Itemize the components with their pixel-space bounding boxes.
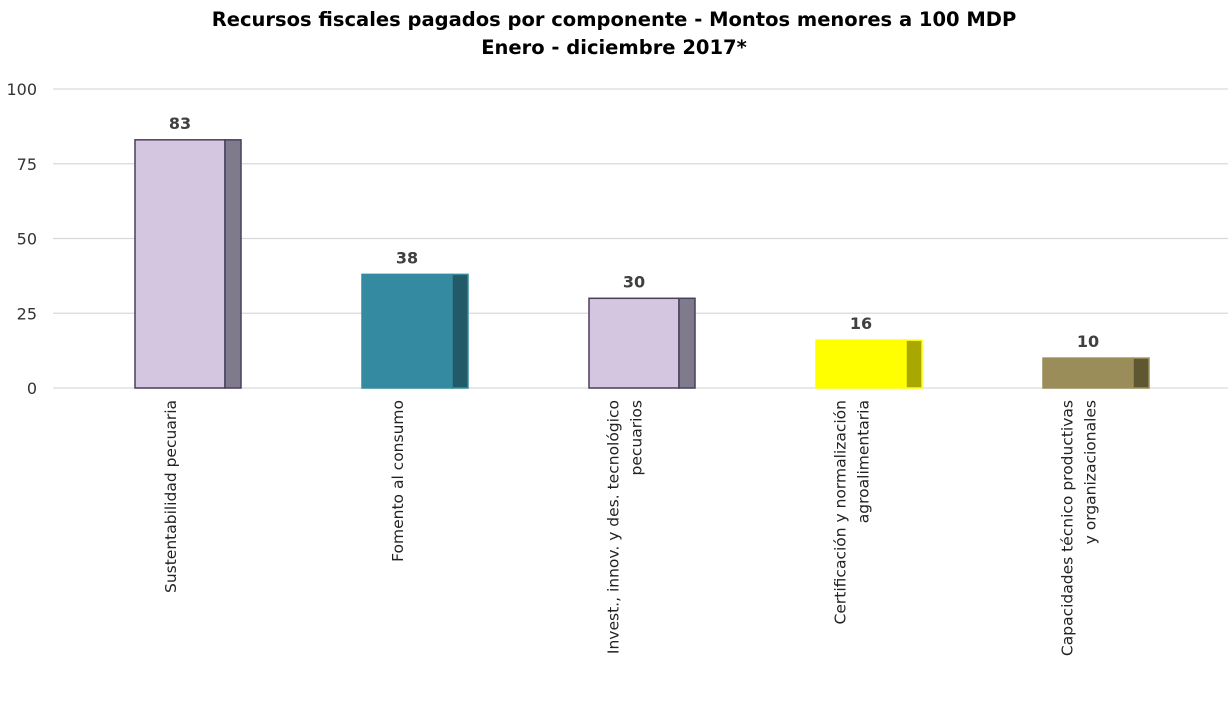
chart-subtitle-line: Enero - diciembre 2017* <box>481 36 747 59</box>
data-label: 10 <box>1077 332 1099 351</box>
data-label: 16 <box>850 314 872 333</box>
bar <box>815 339 907 389</box>
chart-title-line: Recursos fiscales pagados por componente… <box>211 8 1017 31</box>
bar <box>588 297 680 389</box>
x-category-label: pecuarios <box>628 400 646 475</box>
bar-side <box>451 273 469 389</box>
y-tick-label: 75 <box>17 155 37 174</box>
x-category-label: Sustentabilidad pecuaria <box>162 400 180 593</box>
bar <box>361 273 453 389</box>
y-tick-label: 100 <box>6 80 37 99</box>
x-category-label: Certificación y normalización <box>832 400 850 624</box>
bar-side <box>1132 357 1150 389</box>
chart-title: Recursos fiscales pagados por componente… <box>0 6 1228 62</box>
bar <box>134 139 226 389</box>
bar-side <box>224 139 242 389</box>
data-label: 83 <box>169 114 191 133</box>
x-category-label: agroalimentaria <box>855 400 873 523</box>
bar-side <box>678 297 696 389</box>
x-category-label: Capacidades técnico productivas <box>1059 400 1077 656</box>
y-tick-label: 0 <box>27 379 37 398</box>
x-category-label: Fomento al consumo <box>389 400 407 562</box>
bar <box>1042 357 1134 389</box>
y-tick-label: 25 <box>17 304 37 323</box>
y-tick-label: 50 <box>17 230 37 249</box>
x-category-label: y organizacionales <box>1082 400 1100 544</box>
x-category-label: Invest., innov. y des. tecnológico <box>605 400 623 654</box>
data-label: 38 <box>396 248 418 267</box>
bar-side <box>905 339 923 389</box>
data-label: 30 <box>623 272 645 291</box>
